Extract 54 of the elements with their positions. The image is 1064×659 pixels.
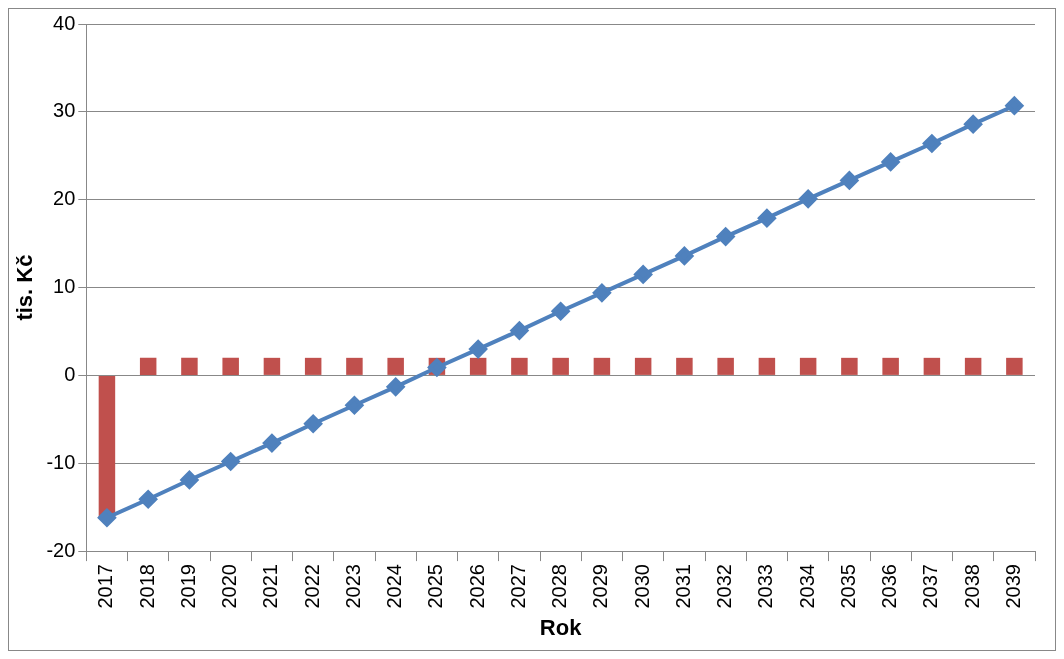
point <box>262 434 281 453</box>
point <box>964 115 983 134</box>
x-tick-label: 2020 <box>218 564 241 609</box>
x-tick-label: 2022 <box>300 564 323 609</box>
point <box>304 414 323 433</box>
point <box>922 134 941 153</box>
point <box>716 227 735 246</box>
y-tick-label: -10 <box>46 450 76 473</box>
x-tick-label: 2027 <box>506 564 529 609</box>
x-tick-label: 2017 <box>94 564 117 609</box>
point <box>592 283 611 302</box>
point <box>881 152 900 171</box>
point <box>799 189 818 208</box>
y-axis-title: tis. Kč <box>12 254 38 321</box>
x-tick-label: 2037 <box>919 564 942 609</box>
y-tick-label: -20 <box>46 538 76 561</box>
point <box>139 490 158 509</box>
point <box>1005 96 1024 115</box>
x-tick-label: 2039 <box>1001 564 1024 609</box>
x-tick-label: 2032 <box>713 564 736 609</box>
x-tick-label: 2034 <box>795 564 818 609</box>
x-tick-label: 2018 <box>135 564 158 609</box>
point <box>551 302 570 321</box>
y-tick-label: 20 <box>53 187 76 210</box>
y-tick-label: 10 <box>53 275 76 298</box>
x-tick-label: 2026 <box>465 564 488 609</box>
x-tick-label: 2029 <box>589 564 612 609</box>
x-tick-label: 2019 <box>176 564 199 609</box>
x-tick-label: 2028 <box>548 564 571 609</box>
point <box>634 265 653 284</box>
point <box>757 209 776 228</box>
x-tick-label: 2025 <box>424 564 447 609</box>
x-tick-label: 2021 <box>259 564 282 609</box>
point <box>386 377 405 396</box>
x-tick-label: 2030 <box>630 564 653 609</box>
point <box>97 508 116 527</box>
point <box>510 321 529 340</box>
point <box>345 396 364 415</box>
point <box>675 246 694 265</box>
point <box>840 171 859 190</box>
point <box>221 452 240 471</box>
x-tick-label: 2023 <box>341 564 364 609</box>
point <box>469 340 488 359</box>
y-tick-label: 0 <box>64 362 76 385</box>
x-tick-label: 2036 <box>878 564 901 609</box>
point <box>180 470 199 489</box>
x-tick-label: 2031 <box>671 564 694 609</box>
y-tick-label: 40 <box>53 11 76 34</box>
x-tick-label: 2035 <box>836 564 859 609</box>
y-tick-label: 30 <box>53 99 76 122</box>
x-axis-title: Rok <box>539 614 583 640</box>
x-tick-label: 2024 <box>383 564 406 609</box>
x-tick-label: 2038 <box>960 564 983 609</box>
x-tick-label: 2033 <box>754 564 777 609</box>
